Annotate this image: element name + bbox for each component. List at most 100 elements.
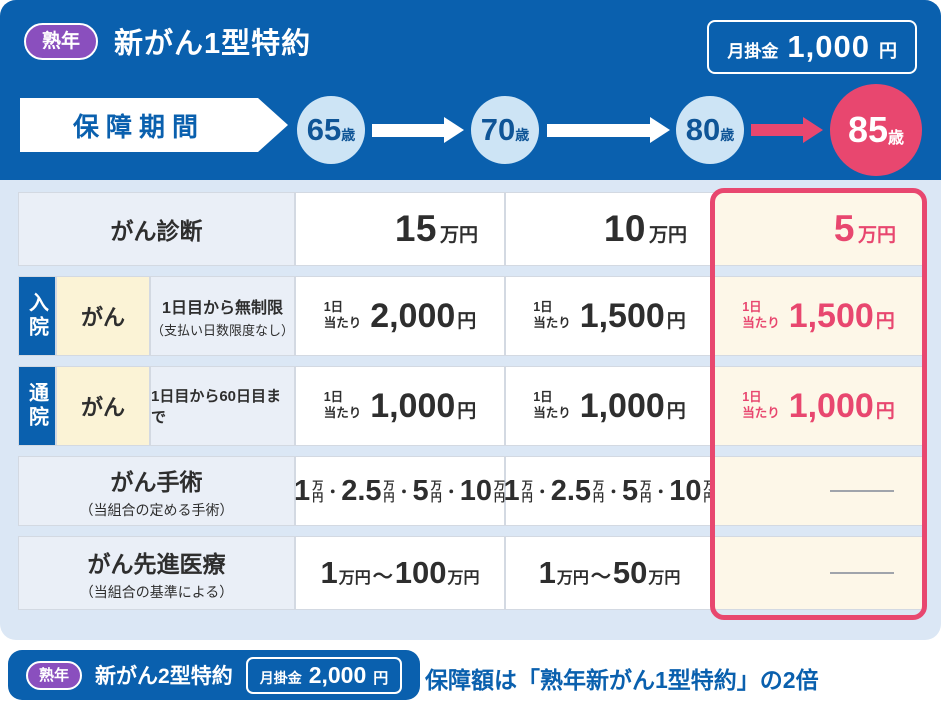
value-number: 1,000 (788, 386, 874, 425)
value-unit: 円 (875, 310, 895, 332)
arrow-shaft (372, 123, 444, 137)
premium-unit: 円 (373, 669, 389, 687)
row-label-text: がん手術 (110, 468, 203, 495)
premium-label: 月掛金 (259, 669, 302, 686)
value-unit: 円 (457, 400, 477, 422)
table-row-hospitalization: 入院 がん 1日目から無制限 （支払い日数限度なし） 1日 当たり 2,000 円 … (18, 276, 923, 356)
hospitalization-value-65: 1日 当たり 2,000 円 (295, 276, 505, 356)
row-condition-hospitalization: 1日目から無制限 （支払い日数限度なし） (150, 276, 295, 356)
age-unit: 歳 (888, 130, 905, 147)
plan-badge: 熟年 (26, 660, 83, 690)
outpatient-value-70: 1日 当たり 1,000 円 (505, 366, 714, 446)
diagnosis-value-65: 15 万円 (295, 192, 505, 266)
surgery-value-65: 1 万円・ 2.5 万円・ 5 万円・ 10 万円 (294, 456, 505, 526)
range-amount: 1 万円〜 100 万円 (320, 555, 480, 590)
row-target-cancer: がん (56, 276, 150, 356)
value-unit: 円 (457, 310, 477, 332)
diagnosis-value-80: 5 万円 (714, 192, 923, 266)
age-unit: 歳 (341, 126, 356, 143)
value-number: 1,000 (370, 386, 456, 425)
arrow-right-pink-icon (751, 117, 823, 143)
value-number: 15 (394, 208, 437, 249)
value-unit: 円 (875, 400, 895, 422)
benefits-table: がん診断 15 万円 10 万円 5 万円 入院 がん 1日目から無制限 （支払い日数… (18, 192, 923, 620)
value-number: 1,500 (788, 296, 874, 335)
per-day-label: 1日 当たり (533, 390, 571, 420)
no-value-dash (830, 572, 894, 574)
value-number: 1,000 (579, 386, 665, 425)
arrow-shaft (547, 123, 650, 137)
footer-plan-bar: 熟年 新がん2型特約 月掛金 2,000 円 (8, 650, 421, 700)
age-circle-65: 65 歳 (297, 96, 365, 164)
footer-note: 保障額は「熟年新がん1型特約」の2倍 (425, 667, 819, 693)
arrow-right-icon (547, 117, 670, 143)
value-unit: 万円 (648, 225, 687, 246)
arrow-shaft (751, 124, 803, 136)
row-target-cancer: がん (56, 366, 150, 446)
table-row-outpatient: 通院 がん 1日目から60日目まで 1日 当たり 1,000 円 1日 当たり 1,0… (18, 366, 923, 446)
surgery-amounts: 1 万円・ 2.5 万円・ 5 万円・ 10 万円 (503, 474, 715, 507)
row-condition-outpatient: 1日目から60日目まで (150, 366, 295, 446)
age-circle-70: 70 歳 (471, 96, 539, 164)
header: 熟年 新がん1型特約 月掛金 1,000 円 保障期間 65 歳 70 歳 (0, 0, 941, 180)
monthly-premium-box: 月掛金 1,000 円 (707, 20, 917, 74)
outpatient-value-65: 1日 当たり 1,000 円 (295, 366, 505, 446)
age-number: 80 (685, 112, 721, 147)
arrow-head (650, 117, 670, 143)
value-unit: 円 (666, 310, 686, 332)
arrow-head (444, 117, 464, 143)
main-panel: 熟年 新がん1型特約 月掛金 1,000 円 保障期間 65 歳 70 歳 (0, 0, 941, 640)
surgery-value-70: 1 万円・ 2.5 万円・ 5 万円・ 10 万円 (503, 456, 715, 526)
plan-badge: 熟年 (24, 22, 99, 60)
condition-line1: 1日目から無制限 (162, 299, 283, 317)
premium-unit: 円 (879, 41, 897, 61)
condition-line2: （支払い日数限度なし） (151, 322, 295, 338)
age-circle-85: 85 歳 (830, 84, 922, 176)
age-number: 65 (306, 112, 342, 147)
row-label-text: がん先進医療 (87, 550, 226, 577)
hospitalization-value-80: 1日 当たり 1,500 円 (714, 276, 923, 356)
surgery-value-80-empty (714, 456, 923, 526)
age-unit: 歳 (720, 126, 735, 143)
per-day-label: 1日 当たり (323, 390, 362, 420)
table-row-advanced: がん先進医療 （当組合の基準による） 1 万円〜 100 万円 1 万円〜 50 万円 (18, 536, 923, 610)
premium-value: 2,000 (308, 661, 367, 688)
value-number: 2,000 (370, 296, 456, 335)
page-title: 新がん1型特約 (114, 28, 312, 60)
premium-label: 月掛金 (727, 42, 779, 61)
row-type-hospitalization: 入院 (18, 276, 56, 356)
value-number: 5 (833, 208, 855, 249)
row-label-diagnosis: がん診断 (18, 192, 295, 266)
arrow-right-icon (372, 117, 464, 143)
header-title-row: 熟年 新がん1型特約 (24, 20, 311, 62)
row-label-advanced: がん先進医療 （当組合の基準による） (18, 536, 295, 610)
value-unit: 円 (666, 400, 686, 422)
footer-premium-box: 月掛金 2,000 円 (245, 656, 403, 694)
outpatient-value-80: 1日 当たり 1,000 円 (714, 366, 923, 446)
value-number: 10 (603, 208, 646, 249)
age-number: 85 (847, 109, 889, 150)
per-day-label: 1日 当たり (533, 300, 571, 330)
value-unit: 万円 (857, 225, 896, 246)
hospitalization-value-70: 1日 当たり 1,500 円 (505, 276, 714, 356)
per-day-label: 1日 当たり (742, 390, 780, 420)
advanced-value-65: 1 万円〜 100 万円 (295, 536, 505, 610)
condition-line1: 1日目から60日目まで (151, 388, 282, 426)
row-sublabel-text: （当組合の定める手術） (79, 501, 234, 518)
per-day-label: 1日 当たり (742, 300, 780, 330)
age-unit: 歳 (515, 126, 530, 143)
arrow-head (803, 117, 823, 143)
value-number: 1,500 (579, 296, 665, 335)
footer-plan-title: 新がん2型特約 (95, 665, 233, 688)
row-label-surgery: がん手術 （当組合の定める手術） (18, 456, 295, 526)
table-row-diagnosis: がん診断 15 万円 10 万円 5 万円 (18, 192, 923, 266)
no-value-dash (830, 490, 894, 492)
row-sublabel-text: （当組合の基準による） (79, 583, 234, 600)
premium-value: 1,000 (787, 29, 870, 64)
diagnosis-value-70: 10 万円 (505, 192, 714, 266)
advanced-value-70: 1 万円〜 50 万円 (505, 536, 714, 610)
advanced-value-80-empty (714, 536, 923, 610)
value-unit: 万円 (439, 225, 478, 246)
table-row-surgery: がん手術 （当組合の定める手術） 1 万円・ 2.5 万円・ 5 万円・ 10 万円 1 万円・… (18, 456, 923, 526)
